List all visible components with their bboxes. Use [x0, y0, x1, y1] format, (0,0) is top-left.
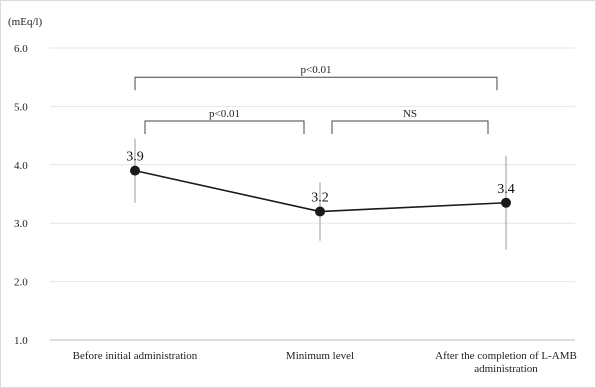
grid-lines: [50, 47, 575, 341]
x-tick-label: administration: [474, 363, 538, 375]
data-label: 3.2: [311, 191, 329, 206]
x-tick-label: Minimum level: [286, 350, 354, 362]
y-axis-label: (mEq/l): [8, 16, 43, 28]
y-tick-label: 4.0: [14, 160, 28, 172]
y-tick-label: 1.0: [14, 335, 28, 347]
data-point: [501, 197, 511, 208]
value-labels: 3.9 3.2 3.4: [126, 150, 515, 206]
x-tick-label: Before initial administration: [73, 350, 198, 362]
y-tick-label: 6.0: [14, 43, 28, 55]
x-tick-label: After the completion of L-AMB: [435, 350, 577, 362]
significance-brackets: p<0.01 p<0.01 NS: [134, 64, 498, 134]
y-tick-label: 2.0: [14, 277, 28, 289]
data-points: [130, 165, 511, 217]
significance-label: p<0.01: [301, 64, 332, 76]
data-point: [315, 206, 325, 217]
significance-bracket: [134, 76, 498, 91]
data-label: 3.4: [497, 182, 515, 197]
y-tick-label: 5.0: [14, 101, 28, 113]
y-tick-label: 3.0: [14, 218, 28, 230]
significance-bracket: [331, 120, 489, 134]
data-label: 3.9: [126, 150, 144, 165]
significance-bracket: [144, 120, 305, 134]
data-point: [130, 165, 140, 176]
y-tick-labels: 1.0 2.0 3.0 4.0 5.0 6.0: [14, 43, 28, 347]
significance-label: NS: [403, 108, 417, 120]
x-tick-labels: Before initial administration Minimum lev…: [73, 350, 577, 375]
significance-label: p<0.01: [209, 108, 240, 120]
